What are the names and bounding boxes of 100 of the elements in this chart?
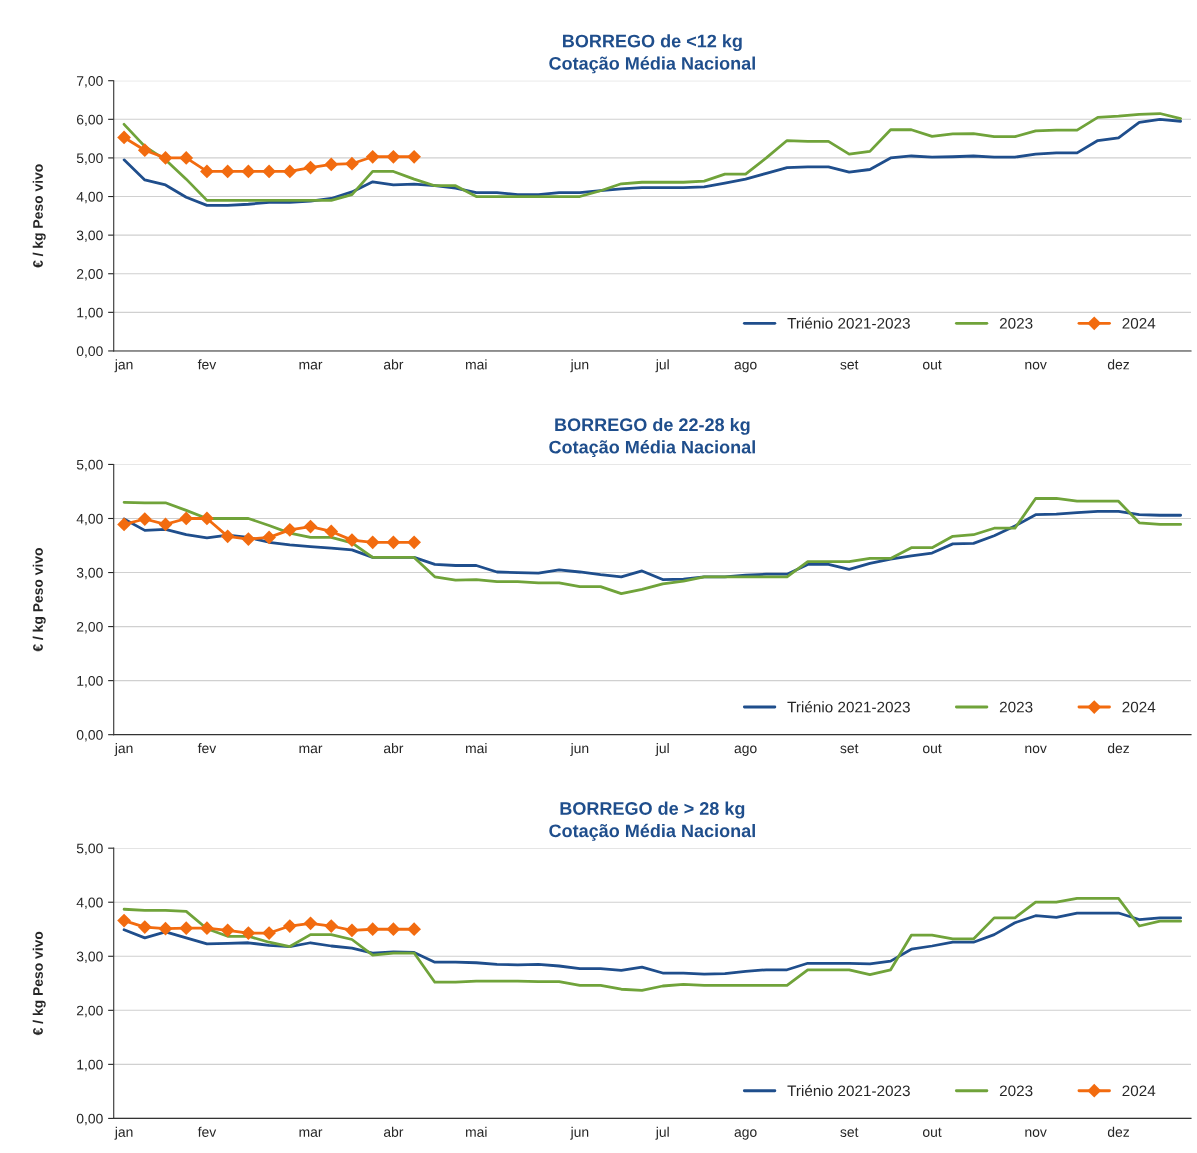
x-tick-label: ago bbox=[734, 361, 757, 373]
y-tick-label: 2,00 bbox=[76, 621, 103, 634]
y-tick-label: 0,00 bbox=[76, 730, 103, 742]
point bbox=[407, 535, 421, 550]
point bbox=[282, 522, 297, 537]
x-tick-label: jan bbox=[114, 359, 133, 373]
chart-subtitle: Cotação Média Nacional bbox=[549, 56, 755, 74]
point bbox=[365, 535, 380, 550]
point bbox=[324, 524, 339, 539]
point bbox=[200, 921, 214, 936]
point bbox=[365, 922, 380, 937]
legend-label: 2023 bbox=[999, 1085, 1033, 1097]
y-tick-label: 5,00 bbox=[76, 459, 103, 472]
legend-label: Triénio 2021-2023 bbox=[787, 1084, 910, 1097]
point bbox=[345, 923, 359, 938]
point bbox=[200, 164, 214, 179]
point bbox=[241, 926, 256, 940]
y-tick-label: 4,00 bbox=[76, 191, 103, 204]
point bbox=[137, 143, 152, 158]
x-tick-label: set bbox=[840, 744, 859, 754]
legend-label: Triénio 2021-2023 bbox=[787, 701, 910, 713]
y-tick-label: 3,00 bbox=[76, 567, 103, 580]
y-axis-title: € / kg Peso vivo bbox=[32, 931, 46, 1036]
x-tick-label: jun bbox=[570, 359, 589, 373]
point bbox=[262, 164, 276, 179]
point bbox=[220, 923, 235, 938]
point bbox=[407, 149, 421, 164]
x-tick-label: jan bbox=[114, 743, 133, 756]
y-tick-label: 1,00 bbox=[77, 307, 103, 320]
x-tick-label: mai bbox=[466, 743, 487, 754]
y-tick-label: 5,00 bbox=[76, 153, 103, 165]
point bbox=[117, 130, 131, 145]
x-tick-label: jul bbox=[655, 743, 669, 756]
legend-label: 2024 bbox=[1122, 1085, 1156, 1097]
x-tick-label: fev bbox=[197, 743, 217, 754]
y-tick-label: 2,00 bbox=[76, 1005, 103, 1018]
x-tick-label: dez bbox=[1107, 1126, 1130, 1137]
point bbox=[241, 532, 256, 546]
point bbox=[365, 149, 380, 164]
x-tick-label: jul bbox=[655, 359, 669, 373]
x-tick-label: out bbox=[922, 360, 942, 370]
x-tick-label: set bbox=[840, 1127, 859, 1137]
point bbox=[282, 919, 297, 933]
point bbox=[158, 921, 173, 936]
y-axis-title: € / kg Peso vivo bbox=[32, 547, 46, 652]
x-tick-label: dez bbox=[1107, 743, 1130, 754]
legend-label: 2023 bbox=[999, 317, 1033, 329]
point bbox=[158, 151, 173, 165]
chart-title: BORREGO de <12 kg bbox=[563, 34, 742, 52]
y-tick-label: 0,00 bbox=[76, 346, 103, 358]
y-tick-label: 6,00 bbox=[76, 114, 103, 127]
point bbox=[117, 913, 131, 928]
y-tick-label: 3,00 bbox=[76, 951, 103, 964]
legend-label: 2023 bbox=[999, 701, 1033, 713]
y-tick-label: 0,00 bbox=[76, 1113, 103, 1126]
x-tick-label: jun bbox=[570, 1126, 589, 1140]
x-tick-label: out bbox=[922, 1127, 942, 1137]
point bbox=[117, 517, 131, 532]
point bbox=[262, 530, 276, 545]
point bbox=[179, 921, 194, 936]
line-series bbox=[122, 897, 1183, 992]
point bbox=[282, 164, 297, 179]
x-tick-label: nov bbox=[1025, 745, 1047, 754]
chart-title: BORREGO de 22-28 kg bbox=[555, 417, 750, 435]
x-tick-label: abr bbox=[383, 743, 404, 754]
chart-subtitle: Cotação Média Nacional bbox=[549, 440, 755, 458]
legend-label: 2024 bbox=[1122, 317, 1156, 329]
x-tick-label: nov bbox=[1025, 1129, 1047, 1137]
line-series bbox=[122, 497, 1183, 595]
x-tick-label: mar bbox=[299, 361, 323, 370]
x-tick-label: fev bbox=[197, 359, 217, 370]
x-tick-label: jun bbox=[570, 743, 589, 756]
x-tick-label: ago bbox=[734, 1129, 757, 1140]
x-tick-label: nov bbox=[1025, 361, 1047, 370]
point bbox=[303, 916, 318, 931]
x-tick-label: mai bbox=[466, 1126, 487, 1137]
point bbox=[179, 151, 194, 165]
x-tick-label: mar bbox=[299, 1129, 323, 1137]
x-tick-label: set bbox=[840, 360, 859, 370]
point bbox=[386, 922, 401, 937]
x-tick-label: fev bbox=[197, 1126, 217, 1137]
point bbox=[324, 157, 339, 172]
point bbox=[137, 512, 152, 526]
y-tick-label: 1,00 bbox=[77, 1059, 103, 1072]
point bbox=[345, 156, 359, 171]
y-tick-label: 1,00 bbox=[77, 675, 103, 688]
point bbox=[241, 164, 256, 179]
legend-label: 2024 bbox=[1122, 701, 1156, 713]
y-tick-label: 4,00 bbox=[76, 513, 103, 526]
point bbox=[386, 149, 401, 164]
point bbox=[407, 922, 421, 937]
x-tick-label: jul bbox=[655, 1126, 669, 1140]
x-tick-label: jan bbox=[114, 1126, 133, 1140]
y-tick-label: 3,00 bbox=[76, 230, 103, 242]
point bbox=[179, 511, 194, 526]
point bbox=[220, 529, 235, 544]
point bbox=[324, 919, 339, 933]
x-tick-label: dez bbox=[1107, 359, 1130, 370]
point bbox=[345, 533, 359, 547]
x-tick-label: abr bbox=[383, 1126, 404, 1137]
